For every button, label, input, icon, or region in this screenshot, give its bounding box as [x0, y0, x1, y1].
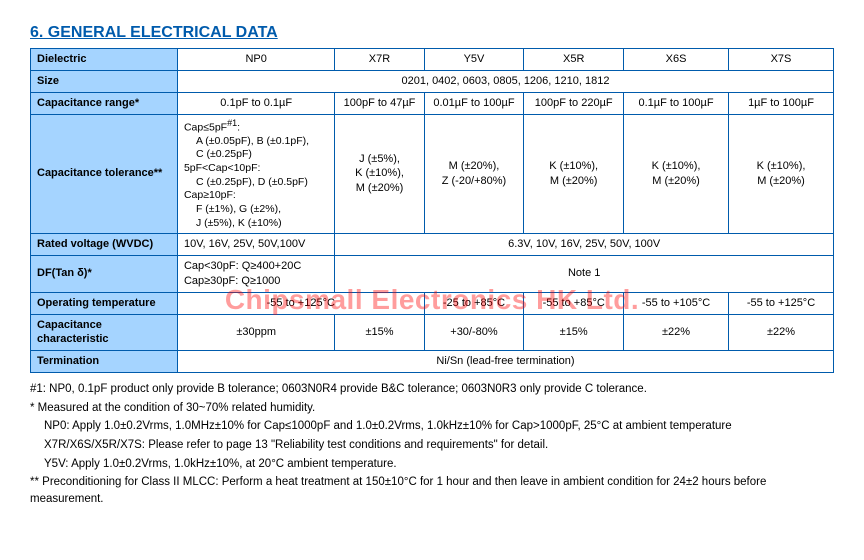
cell: X7S: [729, 49, 834, 71]
row-cap-characteristic: Capacitance characteristic ±30ppm ±15% +…: [31, 314, 834, 351]
cell: 100pF to 220µF: [524, 92, 624, 114]
cell: J (±5%), K (±10%), M (±20%): [335, 114, 424, 234]
cell-np0-tol: Cap≤5pF#1: A (±0.05pF), B (±0.1pF), C (±…: [177, 114, 334, 234]
row-rated-voltage: Rated voltage (WVDC) 10V, 16V, 25V, 50V,…: [31, 234, 834, 256]
row-label: Capacitance tolerance**: [31, 114, 178, 234]
note: * Measured at the condition of 30~70% re…: [30, 400, 834, 417]
note: #1: NP0, 0.1pF product only provide B to…: [30, 381, 834, 398]
note: NP0: Apply 1.0±0.2Vrms, 1.0MHz±10% for C…: [30, 418, 834, 435]
row-label: Size: [31, 70, 178, 92]
row-label: Capacitance range*: [31, 92, 178, 114]
cell: +30/-80%: [424, 314, 524, 351]
cell: NP0: [177, 49, 334, 71]
cell: Note 1: [335, 256, 834, 293]
row-label: Operating temperature: [31, 292, 178, 314]
cell: X6S: [624, 49, 729, 71]
row-size: Size 0201, 0402, 0603, 0805, 1206, 1210,…: [31, 70, 834, 92]
cell: 0201, 0402, 0603, 0805, 1206, 1210, 1812: [177, 70, 833, 92]
cell: ±22%: [729, 314, 834, 351]
note: X7R/X6S/X5R/X7S: Please refer to page 13…: [30, 437, 834, 454]
tol-line: F (±1%), G (±2%),: [184, 203, 281, 215]
tol-line: A (±0.05pF), B (±0.1pF),: [184, 135, 309, 147]
section-title: 6. GENERAL ELECTRICAL DATA: [30, 24, 834, 42]
note: ** Preconditioning for Class II MLCC: Pe…: [30, 474, 834, 507]
df-line: Cap<30pF: Q≥400+20C: [184, 260, 301, 272]
cell: ±30ppm: [177, 314, 334, 351]
cell: K (±10%), M (±20%): [624, 114, 729, 234]
cell: -55 to +125°C: [729, 292, 834, 314]
cell: Y5V: [424, 49, 524, 71]
cell: 100pF to 47µF: [335, 92, 424, 114]
cell: 6.3V, 10V, 16V, 25V, 50V, 100V: [335, 234, 834, 256]
footnotes: #1: NP0, 0.1pF product only provide B to…: [30, 381, 834, 508]
cell: Ni/Sn (lead-free termination): [177, 351, 833, 373]
row-df: DF(Tan δ)* Cap<30pF: Q≥400+20C Cap≥30pF:…: [31, 256, 834, 293]
footnote-ref: #1: [227, 118, 237, 128]
tol-line: C (±0.25pF): [184, 148, 252, 160]
cell: 0.01µF to 100µF: [424, 92, 524, 114]
cell: M (±20%), Z (-20/+80%): [424, 114, 524, 234]
cell: X7R: [335, 49, 424, 71]
cell: 0.1µF to 100µF: [624, 92, 729, 114]
electrical-data-table: Dielectric NP0 X7R Y5V X5R X6S X7S Size …: [30, 48, 834, 373]
cell: 1µF to 100µF: [729, 92, 834, 114]
np0-tol-block: Cap≤5pF#1: A (±0.05pF), B (±0.1pF), C (±…: [184, 118, 328, 231]
cell: K (±10%), M (±20%): [729, 114, 834, 234]
tol-line: J (±5%), K (±10%): [184, 217, 282, 229]
cell: 0.1pF to 0.1µF: [177, 92, 334, 114]
cell: X5R: [524, 49, 624, 71]
cell: -55 to +125°C: [177, 292, 424, 314]
note: Y5V: Apply 1.0±0.2Vrms, 1.0kHz±10%, at 2…: [30, 456, 834, 473]
row-label: Rated voltage (WVDC): [31, 234, 178, 256]
cell: ±15%: [524, 314, 624, 351]
tol-g1-tail: :: [237, 121, 240, 133]
cell: ±15%: [335, 314, 424, 351]
cell: -55 to +105°C: [624, 292, 729, 314]
cell-np0-df: Cap<30pF: Q≥400+20C Cap≥30pF: Q≥1000: [177, 256, 334, 293]
cell: ±22%: [624, 314, 729, 351]
cell: K (±10%), M (±20%): [524, 114, 624, 234]
row-label: DF(Tan δ)*: [31, 256, 178, 293]
tol-g3-head: Cap≥10pF:: [184, 189, 236, 201]
row-cap-tolerance: Capacitance tolerance** Cap≤5pF#1: A (±0…: [31, 114, 834, 234]
row-cap-range: Capacitance range* 0.1pF to 0.1µF 100pF …: [31, 92, 834, 114]
row-label: Capacitance characteristic: [31, 314, 178, 351]
tol-g2-head: 5pF<Cap<10pF:: [184, 162, 260, 174]
cell: -25 to +85°C: [424, 292, 524, 314]
tol-line: C (±0.25pF), D (±0.5pF): [184, 176, 308, 188]
cell: -55 to +85°C: [524, 292, 624, 314]
df-line: Cap≥30pF: Q≥1000: [184, 275, 280, 287]
row-label: Termination: [31, 351, 178, 373]
tol-g1-head: Cap≤5pF: [184, 121, 227, 133]
row-dielectric: Dielectric NP0 X7R Y5V X5R X6S X7S: [31, 49, 834, 71]
row-termination: Termination Ni/Sn (lead-free termination…: [31, 351, 834, 373]
cell: 10V, 16V, 25V, 50V,100V: [177, 234, 334, 256]
row-label: Dielectric: [31, 49, 178, 71]
row-op-temp: Operating temperature -55 to +125°C -25 …: [31, 292, 834, 314]
